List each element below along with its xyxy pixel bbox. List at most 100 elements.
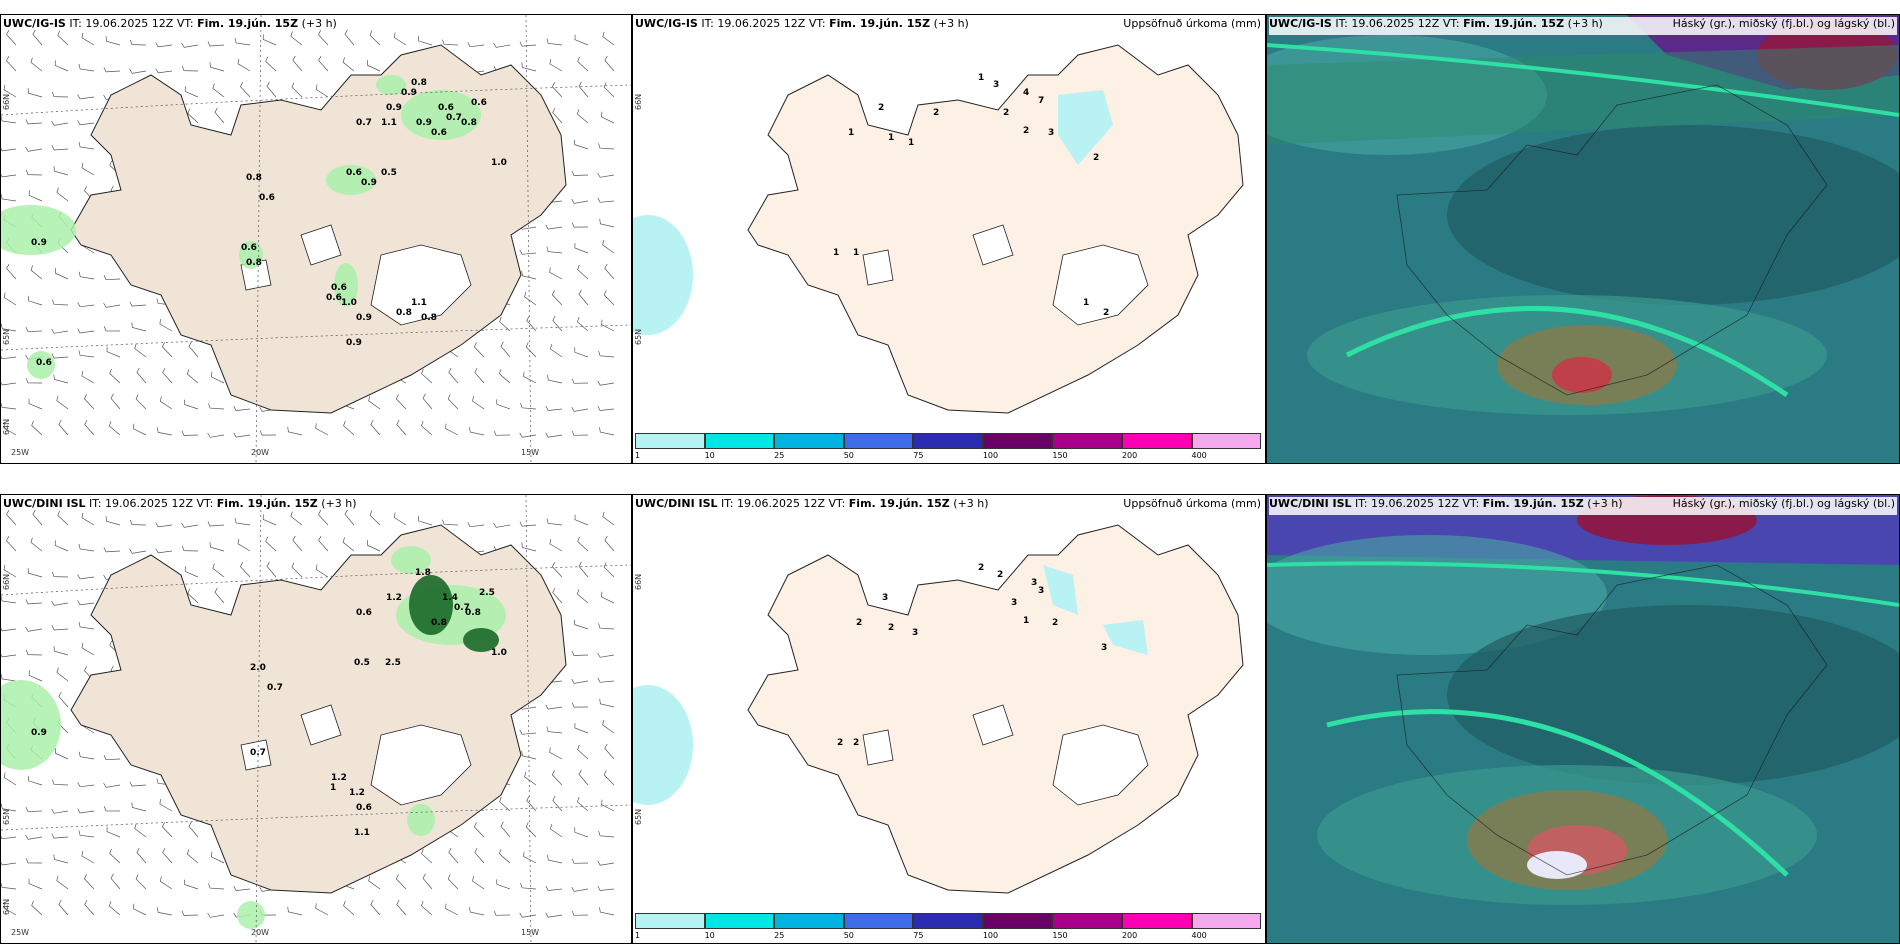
- wind-barb: [473, 342, 485, 358]
- wind-barb: [1, 323, 17, 332]
- colorbar-label: 200: [1121, 451, 1138, 460]
- wind-barb: [159, 799, 173, 812]
- panel-header: UWC/IG-IS IT: 19.06.2025 12Z VT: Fim. 19…: [635, 17, 1261, 30]
- colorbar-cell: [843, 433, 914, 449]
- wind-barb: [521, 542, 537, 552]
- wind-barb: [578, 561, 589, 578]
- wind-barb: [552, 795, 563, 812]
- wind-barb: [519, 249, 537, 255]
- wind-barb: [499, 796, 511, 812]
- wind-barb: [549, 267, 563, 280]
- wind-barb: [51, 600, 69, 606]
- wind-barb: [207, 912, 225, 918]
- wind-barb: [84, 419, 95, 436]
- wind-barb: [25, 119, 43, 125]
- wind-barb: [598, 350, 615, 358]
- precip-values: 0.90.80.60.70.50.60.9 0.60.70.60.80.61.00…: [31, 78, 507, 368]
- precip-dark-patches: [409, 575, 499, 652]
- valid-time: Fim. 19.jún. 15Z: [848, 497, 950, 510]
- wind-barb: [493, 42, 511, 48]
- iceland-land: [70, 44, 567, 414]
- wind-barb: [472, 396, 485, 410]
- wind-barb: [1, 628, 17, 632]
- precip-value: 3: [1038, 586, 1044, 596]
- wind-barb: [78, 142, 95, 150]
- wind-barb: [214, 107, 225, 124]
- wind-barb: [56, 667, 69, 682]
- precip-value: 0.6: [259, 193, 275, 203]
- colorbar-cell: [843, 913, 914, 929]
- colorbar-label: 150: [1052, 931, 1068, 940]
- wind-barb: [234, 518, 251, 526]
- wind-barb: [209, 542, 225, 552]
- precip-value: 3: [1011, 598, 1017, 608]
- axis-labels: 66N 65N: [634, 94, 643, 345]
- colorbar-label: 10: [704, 931, 715, 940]
- wind-barb: [574, 514, 589, 526]
- wind-barb: [77, 782, 95, 788]
- wind-barb: [209, 62, 225, 72]
- wind-barb: [519, 432, 537, 438]
- wind-barb: [208, 883, 225, 890]
- panel-wind-ig: 0.9 0.8 0.6 0.7 0.5 0.6 0.9 0.6 0.7 0.6 0.8 0.6 1.0 0…: [0, 14, 632, 464]
- panel-wind-dini: 0.9 2.0 0.7 0.6 2.5 0.5 1.2 1.4 0.7 0.8 0.8 2.5 1.0 1…: [0, 494, 632, 944]
- wind-barb: [552, 315, 563, 332]
- wind-barb: [187, 108, 199, 124]
- wind-barb: [496, 399, 511, 410]
- wind-barb: [110, 873, 121, 890]
- precip-value: 1: [330, 783, 336, 793]
- wind-barb: [315, 903, 329, 916]
- wind-barb: [25, 146, 43, 152]
- wind-barb: [58, 899, 69, 916]
- wind-barb: [78, 751, 95, 760]
- wind-barb: [77, 94, 95, 100]
- wind-barb: [162, 847, 173, 864]
- lead-time: (+3 h): [1567, 17, 1603, 30]
- wind-barb: [105, 516, 121, 526]
- wind-barb: [599, 218, 615, 228]
- colorbar-label: 1: [635, 931, 641, 940]
- wind-barb: [602, 719, 615, 734]
- precip-value: 0.6: [36, 358, 52, 368]
- wind-barb: [155, 68, 173, 74]
- precip-value: 2: [997, 570, 1003, 580]
- wind-barb: [393, 32, 407, 46]
- wind-barb: [287, 906, 303, 916]
- precip-value: 0.6: [331, 283, 347, 293]
- precip-value: 4: [1023, 88, 1029, 98]
- colorbar-label: 25: [774, 931, 785, 940]
- wind-barb: [83, 394, 95, 410]
- wind-barb: [259, 430, 277, 436]
- precip-value: 2: [837, 738, 843, 748]
- wind-barb: [109, 368, 121, 384]
- wind-barb: [155, 548, 173, 554]
- precip-value: 3: [1101, 643, 1107, 653]
- wind-barb: [78, 271, 95, 280]
- precip-value: 1.1: [381, 118, 397, 128]
- wind-barb: [262, 34, 277, 46]
- wind-barb: [602, 239, 615, 254]
- wind-barb: [30, 537, 43, 552]
- issue-time: 19.06.2025 12Z: [105, 497, 194, 510]
- wind-barb: [212, 83, 225, 98]
- axis-label: 66N: [634, 574, 643, 590]
- wind-barb: [292, 535, 303, 552]
- wind-barb: [602, 511, 615, 526]
- wind-barb: [447, 394, 459, 410]
- wind-barb: [156, 907, 173, 916]
- wind-barb: [520, 402, 537, 410]
- wind-barb: [604, 263, 615, 280]
- wind-barb: [57, 510, 69, 526]
- wind-barb: [58, 419, 69, 436]
- panel-cloud-dini: UWC/DINI ISL IT: 19.06.2025 12Z VT: Fim.…: [1266, 494, 1900, 944]
- wind-barb: [549, 539, 563, 552]
- wind-barb: [77, 808, 95, 814]
- wind-barb: [420, 900, 433, 916]
- wind-barb: [291, 562, 303, 578]
- colorbar-label: 50: [843, 931, 854, 940]
- wind-barb: [212, 563, 225, 578]
- wind-barb: [159, 319, 173, 332]
- wind-barb: [187, 588, 199, 604]
- precip-value: 1: [853, 248, 859, 258]
